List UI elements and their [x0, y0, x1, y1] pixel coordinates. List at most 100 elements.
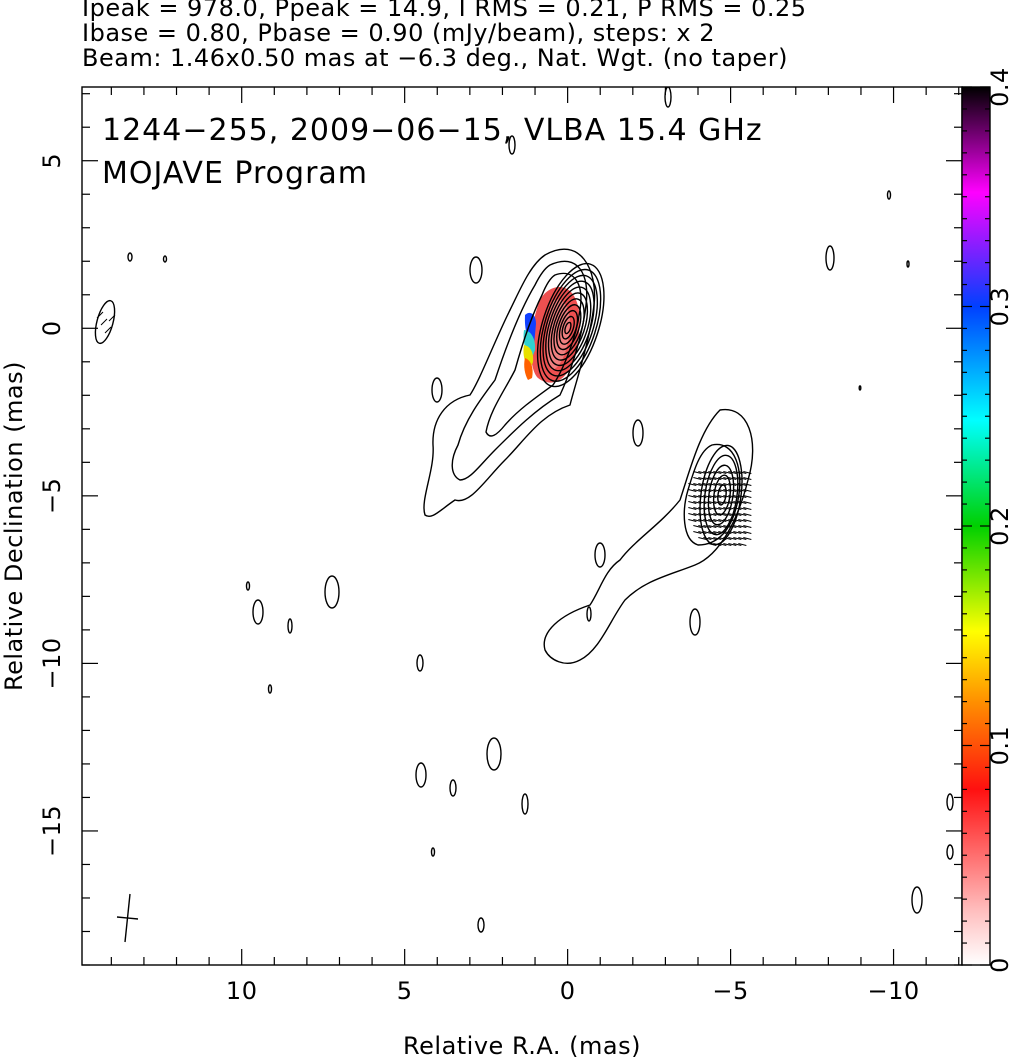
evpa-tick	[104, 326, 112, 334]
evpa-tick	[723, 525, 732, 529]
core-contour	[547, 286, 592, 367]
evpa-tick	[698, 483, 707, 487]
evpa-tick	[708, 483, 717, 487]
evpa-tick	[718, 495, 727, 499]
evpa-tick	[718, 537, 727, 541]
evpa-tick	[728, 525, 737, 529]
evpa-tick	[743, 489, 752, 493]
y-tick-label: 0	[38, 320, 66, 336]
axis-tick-labels: 10 5 0 −5 −10 5 0 −5 −10 −15	[38, 153, 919, 1005]
evpa-tick	[713, 537, 722, 541]
evpa-tick	[743, 477, 752, 481]
evpa-tick	[718, 507, 727, 511]
evpa-tick	[703, 525, 712, 529]
evpa-tick	[728, 531, 737, 535]
evpa-tick	[108, 314, 116, 322]
evpa-tick	[743, 495, 752, 499]
evpa-tick	[718, 531, 727, 535]
evpa-tick	[703, 531, 712, 535]
evpa-tick	[733, 489, 742, 493]
evpa-tick	[738, 507, 747, 511]
evpa-tick	[728, 495, 737, 499]
evpa-tick	[713, 471, 722, 475]
colorbar-tick-label: 0.2	[986, 506, 1014, 546]
evpa-tick	[733, 471, 742, 475]
evpa-tick	[728, 483, 737, 487]
evpa-tick	[743, 513, 752, 517]
evpa-tick	[713, 507, 722, 511]
evpa-tick	[703, 471, 712, 475]
evpa-tick	[743, 501, 752, 505]
evpa-tick	[698, 471, 707, 475]
evpa-tick	[703, 507, 712, 511]
evpa-tick	[698, 531, 707, 535]
evpa-tick	[743, 483, 752, 487]
evpa-tick	[738, 513, 747, 517]
evpa-tick	[708, 537, 717, 541]
evpa-tick	[728, 513, 737, 517]
evpa-tick	[713, 519, 722, 523]
evpa-tick	[728, 471, 737, 475]
evpa-tick	[693, 525, 702, 529]
evpa-tick	[693, 495, 702, 499]
core-contour	[561, 315, 575, 340]
evpa-tick	[688, 501, 697, 505]
evpa-tick	[100, 318, 108, 326]
y-axis-label: Relative Declination (mas)	[0, 361, 28, 691]
colorbar-tick-label: 0.3	[986, 287, 1014, 327]
evpa-tick	[738, 483, 747, 487]
evpa-tick	[718, 471, 727, 475]
evpa-tick	[708, 489, 717, 493]
evpa-tick	[738, 525, 747, 529]
evpa-tick	[713, 543, 722, 547]
evpa-tick	[713, 513, 722, 517]
evpa-tick	[713, 495, 722, 499]
colorbar-tick-label: 0.1	[986, 726, 1014, 766]
evpa-tick	[733, 531, 742, 535]
evpa-tick	[688, 495, 697, 499]
evpa-tick	[728, 489, 737, 493]
evpa-tick	[733, 501, 742, 505]
x-tick-label: 10	[226, 977, 258, 1005]
evpa-tick	[693, 519, 702, 523]
evpa-tick	[718, 483, 727, 487]
evpa-tick	[703, 513, 712, 517]
evpa-tick	[693, 513, 702, 517]
evpa-tick	[743, 531, 752, 535]
evpa-tick	[708, 507, 717, 511]
evpa-tick	[698, 489, 707, 493]
plot-header: Ipeak = 978.0, Ppeak = 14.9, I RMS = 0.2…	[82, 0, 1012, 71]
evpa-tick	[708, 513, 717, 517]
evpa-tick	[738, 489, 747, 493]
evpa-tick	[723, 519, 732, 523]
evpa-tick	[708, 495, 717, 499]
evpa-tick	[743, 519, 752, 523]
evpa-tick	[723, 495, 732, 499]
core-contour	[539, 268, 602, 382]
evpa-tick	[693, 471, 702, 475]
evpa-tick	[693, 483, 702, 487]
evpa-tick	[743, 507, 752, 511]
evpa-tick	[718, 477, 727, 481]
evpa-tick	[708, 531, 717, 535]
y-tick-label: −10	[38, 637, 66, 689]
evpa-tick	[718, 519, 727, 523]
evpa-tick	[698, 537, 707, 541]
evpa-tick	[718, 501, 727, 505]
core-contour	[556, 304, 582, 351]
evpa-tick	[703, 483, 712, 487]
evpa-tick	[713, 489, 722, 493]
evpa-tick	[693, 477, 702, 481]
evpa-tick	[718, 543, 727, 547]
x-tick-label: −5	[712, 977, 748, 1005]
evpa-tick	[713, 525, 722, 529]
y-tick-label: −15	[38, 805, 66, 857]
evpa-tick	[723, 501, 732, 505]
evpa-tick	[723, 483, 732, 487]
colorbar-tick-label: 0	[986, 957, 1014, 973]
evpa-tick	[708, 525, 717, 529]
x-axis-label: Relative R.A. (mas)	[403, 1032, 641, 1060]
evpa-vectors	[96, 311, 752, 547]
evpa-tick	[738, 477, 747, 481]
